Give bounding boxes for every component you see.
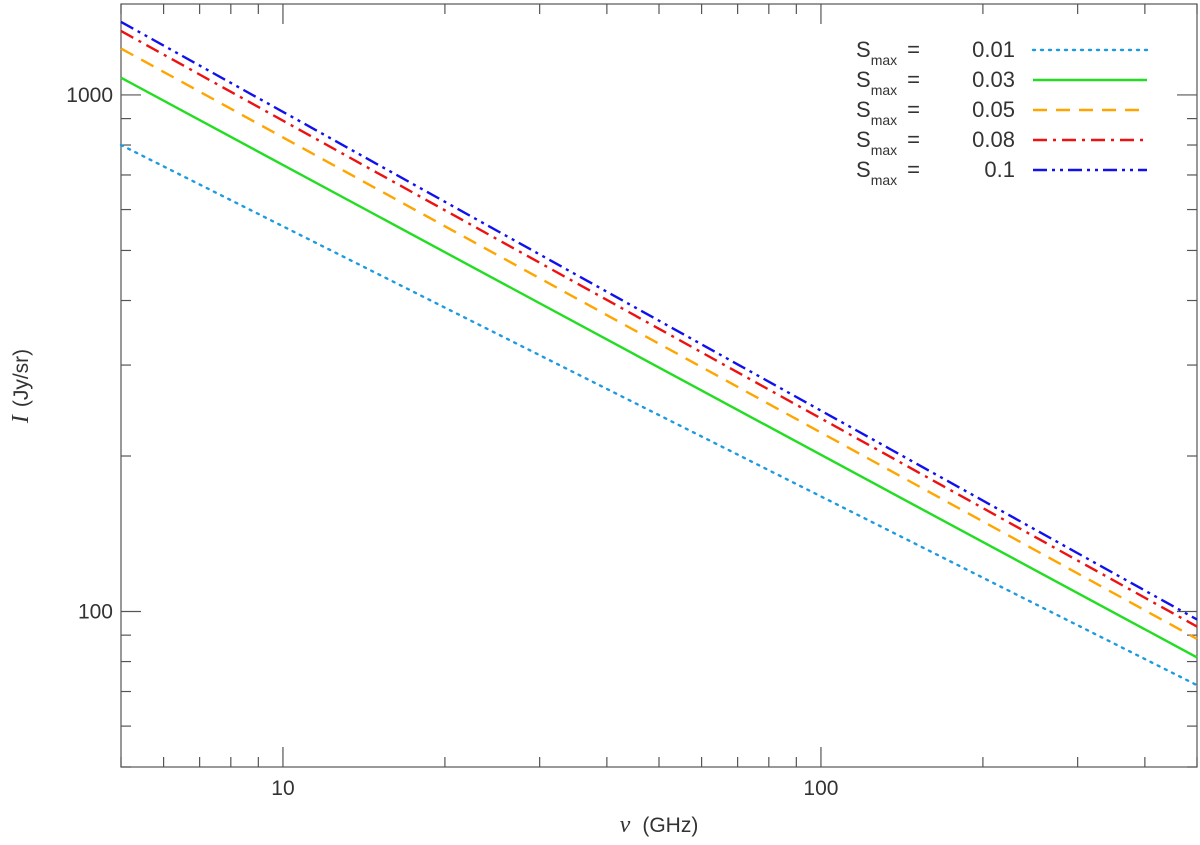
legend-value: 0.1 bbox=[984, 157, 1015, 182]
axis-ticks bbox=[120, 4, 1198, 768]
legend-subscript: max bbox=[871, 142, 897, 158]
legend-equals: = bbox=[907, 127, 920, 152]
legend-subscript: max bbox=[871, 52, 897, 68]
legend-subscript: max bbox=[871, 112, 897, 128]
series-line-0.03 bbox=[120, 76, 1198, 659]
legend-subscript: max bbox=[871, 172, 897, 188]
legend-value: 0.05 bbox=[972, 97, 1015, 122]
legend-equals: = bbox=[907, 37, 920, 62]
legend-symbol: S bbox=[856, 67, 871, 92]
y-tick-label: 1000 bbox=[66, 84, 113, 107]
tick-labels: 10 100 100 1000 bbox=[66, 84, 838, 800]
legend-equals: = bbox=[907, 157, 920, 182]
x-axis-label: ν (GHz) bbox=[620, 812, 699, 838]
x-tick-label: 100 bbox=[803, 777, 838, 800]
legend-symbol: S bbox=[856, 127, 871, 152]
legend-equals: = bbox=[907, 97, 920, 122]
series-lines bbox=[119, 20, 1199, 687]
legend-symbol: S bbox=[856, 157, 871, 182]
legend-label: Smax = 0.08 bbox=[856, 127, 1015, 158]
y-axis-label: I (Jy/sr) bbox=[8, 349, 34, 424]
x-axis-unit: (GHz) bbox=[642, 814, 698, 837]
legend-label: Smax = 0.05 bbox=[856, 97, 1015, 128]
series-line-0.05 bbox=[120, 47, 1198, 640]
series-line-0.01 bbox=[119, 143, 1199, 687]
legend-value: 0.01 bbox=[972, 37, 1015, 62]
y-axis-symbol: I bbox=[8, 414, 34, 424]
legend-symbol: S bbox=[856, 37, 871, 62]
series-line-0.1 bbox=[120, 20, 1198, 621]
x-axis-symbol: ν bbox=[620, 812, 631, 838]
series-line-0.08 bbox=[120, 29, 1198, 628]
plot-frame bbox=[120, 3, 1198, 768]
legend-label: Smax = 0.03 bbox=[856, 67, 1015, 98]
legend-subscript: max bbox=[871, 82, 897, 98]
legend-label: Smax = 0.1 bbox=[856, 157, 1015, 188]
legend-label: Smax = 0.01 bbox=[856, 37, 1015, 68]
x-tick-label: 10 bbox=[271, 777, 294, 800]
legend-equals: = bbox=[907, 67, 920, 92]
legend-symbol: S bbox=[856, 97, 871, 122]
y-axis-unit: (Jy/sr) bbox=[10, 349, 33, 407]
legend-value: 0.08 bbox=[972, 127, 1015, 152]
legend-value: 0.03 bbox=[972, 67, 1015, 92]
y-tick-label: 100 bbox=[78, 601, 113, 624]
